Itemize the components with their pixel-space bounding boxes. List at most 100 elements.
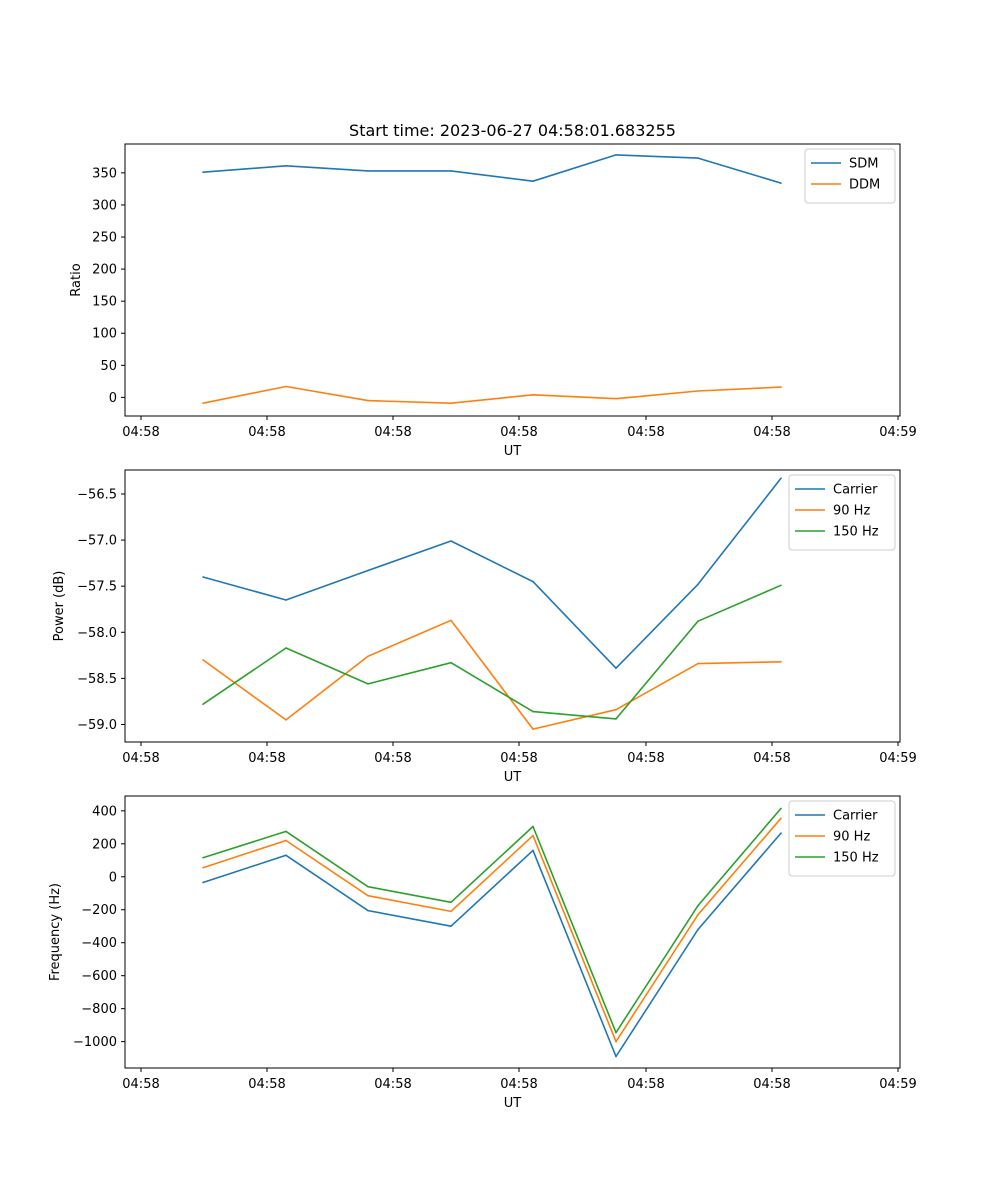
y-tick-label: −1000 (73, 1035, 117, 1050)
data-point (697, 913, 699, 916)
data-point (780, 386, 782, 388)
y-tick-label: 350 (92, 166, 117, 181)
x-tick-label: 04:58 (122, 1077, 159, 1092)
y-axis-label: Frequency (Hz) (48, 883, 63, 981)
chart-panel-1: 04:58 04:58 04:58 04:58 04:58 04:58 04:59 0 50 10… (69, 143, 917, 459)
y-tick-label: 200 (92, 263, 117, 278)
data-point (780, 477, 782, 480)
series-line-90-hz (202, 619, 782, 730)
x-tick-label: 04:58 (753, 751, 790, 766)
y-axis-label: Ratio (69, 263, 84, 296)
x-tick-label: 04:58 (753, 1077, 790, 1092)
x-tick-label: 04:59 (879, 751, 916, 766)
data-point (780, 661, 782, 663)
x-tick-label: 04:58 (374, 1077, 411, 1092)
data-point (450, 910, 452, 913)
data-point (367, 894, 369, 897)
legend: Carrier 90 Hz 150 Hz (788, 800, 896, 877)
plot-frame (124, 143, 901, 417)
legend: SDM DDM (804, 148, 896, 204)
y-tick-label: 300 (92, 198, 117, 213)
y-tick-label: 100 (92, 327, 117, 342)
data-point (285, 165, 287, 167)
y-tick-label: 50 (100, 359, 117, 374)
y-axis-label: Power (dB) (52, 571, 67, 642)
y-tick-label: −200 (81, 903, 117, 918)
data-point (532, 394, 534, 396)
x-tick-label: 04:58 (500, 751, 537, 766)
data-point (615, 397, 617, 400)
series-line-carrier (202, 832, 782, 1058)
data-point (615, 1055, 617, 1058)
data-point (697, 662, 699, 665)
legend: Carrier 90 Hz 150 Hz (788, 474, 896, 551)
y-tick-label: 0 (109, 391, 117, 406)
data-point (532, 834, 534, 837)
y-tick-label: −600 (81, 969, 117, 984)
x-tick-label: 04:58 (627, 1077, 664, 1092)
figure-title: Start time: 2023-06-27 04:58:01.683255 (349, 121, 676, 140)
data-point (285, 854, 287, 857)
data-point (367, 909, 369, 912)
data-point (450, 619, 452, 622)
data-point (532, 849, 534, 852)
x-tick-label: 04:58 (500, 425, 537, 440)
x-tick-label: 04:58 (500, 1077, 537, 1092)
data-point (532, 580, 534, 583)
data-point (202, 703, 204, 705)
data-point (202, 576, 204, 578)
y-tick-label: 400 (92, 804, 117, 819)
legend-label: 150 Hz (833, 525, 879, 540)
x-tick-label: 04:58 (627, 425, 664, 440)
x-tick-label: 04:58 (248, 1077, 285, 1092)
series-line-150-hz (202, 807, 782, 1034)
y-tick-label: 0 (109, 870, 117, 885)
x-tick-label: 04:58 (374, 751, 411, 766)
data-point (202, 866, 204, 869)
data-point (202, 402, 204, 405)
series-line-ddm (202, 385, 782, 405)
data-point (202, 857, 204, 859)
data-point (697, 390, 699, 392)
x-tick-label: 04:58 (248, 751, 285, 766)
data-point (532, 180, 534, 182)
data-point (367, 569, 369, 572)
legend-label: DDM (849, 178, 880, 193)
legend-label: 90 Hz (833, 830, 870, 845)
data-point (285, 719, 287, 721)
series-line-carrier (202, 477, 782, 670)
data-point (532, 825, 534, 828)
x-tick-label: 04:59 (879, 1077, 916, 1092)
x-tick-label: 04:58 (122, 425, 159, 440)
data-point (367, 885, 369, 888)
data-point (450, 170, 452, 172)
y-tick-label: 250 (92, 231, 117, 246)
data-point (780, 807, 782, 810)
chart-panels: 04:58 04:58 04:58 04:58 04:58 04:58 04:59 0 50 10… (48, 143, 917, 1111)
y-tick-label: −56.5 (77, 487, 117, 502)
data-point (285, 385, 287, 388)
data-point (697, 583, 699, 586)
x-tick-label: 04:58 (627, 751, 664, 766)
y-tick-label: 200 (92, 837, 117, 852)
y-tick-label: −57.0 (77, 534, 117, 549)
data-point (780, 832, 782, 834)
x-axis-label: UT (504, 444, 522, 459)
x-axis-label: UT (504, 1096, 522, 1111)
plot-frame (124, 469, 901, 743)
legend-label: 150 Hz (833, 851, 879, 866)
series-line-sdm (202, 154, 782, 184)
chart-panel-2: 04:58 04:58 04:58 04:58 04:58 04:58 04:59 −56.5… (52, 469, 917, 785)
x-axis-label: UT (504, 770, 522, 785)
data-point (697, 157, 699, 159)
legend-label: 90 Hz (833, 504, 870, 519)
data-point (367, 655, 369, 658)
data-point (615, 1031, 617, 1034)
data-point (450, 402, 452, 405)
data-point (780, 817, 782, 820)
data-point (615, 708, 617, 711)
data-point (367, 170, 369, 172)
data-point (780, 182, 782, 184)
y-tick-label: −800 (81, 1002, 117, 1017)
